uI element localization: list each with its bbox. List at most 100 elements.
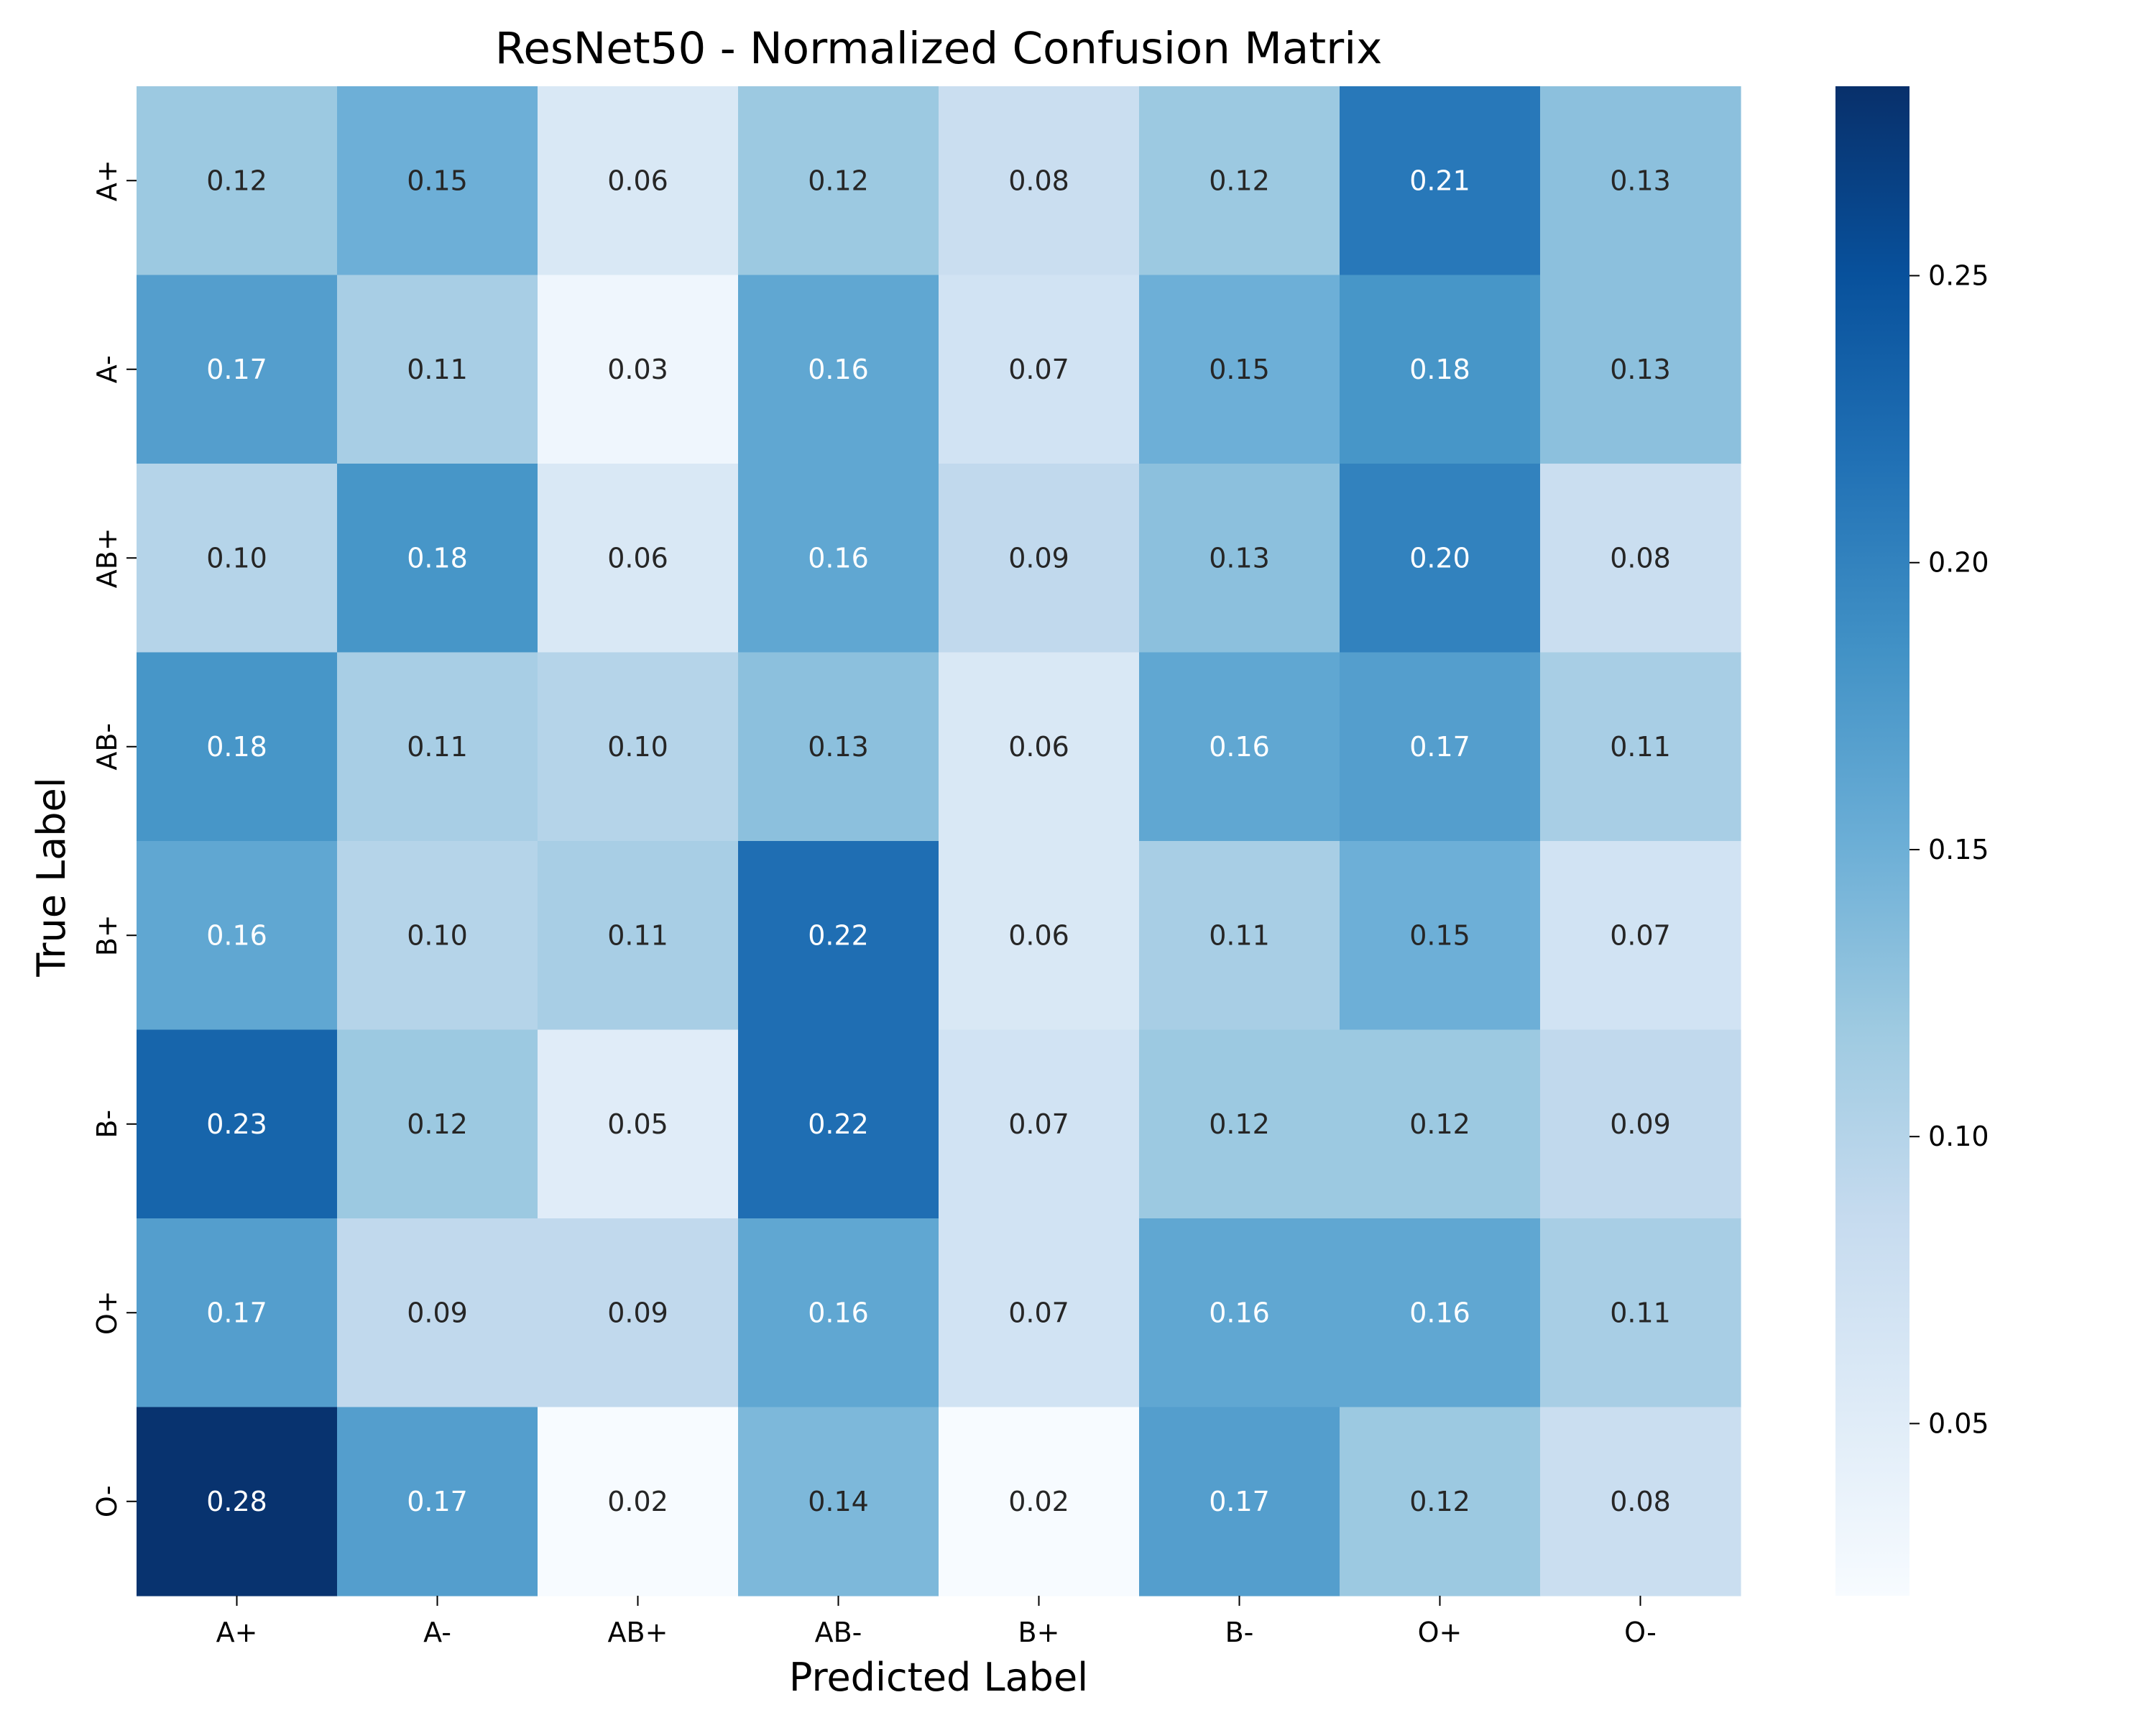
cell-annotation: 0.15 — [1209, 354, 1270, 385]
cell-annotation: 0.18 — [407, 542, 468, 574]
cell-annotation: 0.16 — [808, 542, 869, 574]
colorbar-ticks: 0.05 0.10 0.15 0.20 0.25 — [1909, 259, 1989, 1439]
y-axis-ticks: A+ A- AB+ AB- B+ B- O+ O- — [91, 160, 137, 1517]
cell-annotation: 0.16 — [808, 1297, 869, 1328]
heatmap-cell — [939, 841, 1140, 1031]
cell-annotation: 0.17 — [407, 1486, 468, 1517]
heatmap-cell — [1139, 652, 1340, 842]
heatmap-cell — [738, 841, 939, 1031]
cell-annotation: 0.28 — [206, 1486, 267, 1517]
cell-annotation: 0.02 — [607, 1486, 668, 1517]
heatmap-cell — [1139, 841, 1340, 1031]
heatmap-cell — [738, 1407, 939, 1596]
y-tick-label: AB- — [91, 723, 123, 771]
cell-annotation: 0.06 — [607, 165, 668, 196]
heatmap-cell — [137, 841, 338, 1031]
heatmap-cell — [1340, 1407, 1541, 1596]
heatmap-cell — [1340, 86, 1541, 276]
cell-annotation: 0.13 — [1610, 165, 1671, 196]
heatmap-cell — [1139, 1218, 1340, 1408]
heatmap-cell — [1540, 86, 1741, 276]
cell-annotation: 0.16 — [1409, 1297, 1470, 1328]
x-tick-label: O+ — [1418, 1617, 1462, 1648]
heatmap-cell — [1340, 275, 1541, 464]
cell-annotation: 0.16 — [1209, 731, 1270, 763]
heatmap-cell — [1540, 275, 1741, 464]
heatmap-cell — [1340, 841, 1541, 1031]
heatmap-cell — [738, 86, 939, 276]
cell-annotation: 0.06 — [607, 542, 668, 574]
cell-annotation: 0.17 — [1409, 731, 1470, 763]
y-tick-label: O- — [91, 1485, 123, 1517]
cell-annotation: 0.08 — [1610, 542, 1671, 574]
heatmap-cell — [1540, 652, 1741, 842]
cell-annotations: 0.12 0.15 0.06 0.12 0.08 0.12 0.21 0.13 0.17 0.11… — [206, 165, 1671, 1517]
cell-annotation: 0.11 — [1610, 1297, 1671, 1328]
x-axis-label: Predicted Label — [789, 1655, 1088, 1700]
heatmap-cell — [538, 86, 739, 276]
cell-annotation: 0.11 — [607, 919, 668, 951]
cell-annotation: 0.08 — [1610, 1486, 1671, 1517]
x-tick-label: O- — [1624, 1617, 1657, 1648]
x-tick-label: AB- — [815, 1617, 862, 1648]
heatmap-cell — [1540, 841, 1741, 1031]
heatmap-cell — [538, 275, 739, 464]
heatmap-cell — [137, 464, 338, 653]
colorbar-tick-label: 0.10 — [1928, 1121, 1989, 1152]
cell-annotation: 0.17 — [206, 1297, 267, 1328]
cell-annotation: 0.18 — [206, 731, 267, 763]
heatmap-cell — [738, 464, 939, 653]
heatmap-cell — [939, 275, 1140, 464]
heatmap-cell — [1340, 1218, 1541, 1408]
cell-annotation: 0.21 — [1409, 165, 1470, 196]
heatmap-cell — [1139, 275, 1340, 464]
cell-annotation: 0.12 — [808, 165, 869, 196]
x-tick-label: A- — [423, 1617, 451, 1648]
cell-annotation: 0.13 — [1610, 354, 1671, 385]
colorbar-tick-label: 0.25 — [1928, 259, 1989, 291]
cell-annotation: 0.22 — [808, 919, 869, 951]
heatmap-cell — [1540, 1407, 1741, 1596]
heatmap-cell — [137, 1407, 338, 1596]
cell-annotation: 0.11 — [1209, 919, 1270, 951]
heatmap-cell — [1540, 1218, 1741, 1408]
heatmap-cell — [337, 86, 538, 276]
y-tick-label: A+ — [91, 160, 123, 201]
cell-annotation: 0.11 — [1610, 731, 1671, 763]
heatmap-cell — [738, 652, 939, 842]
cell-annotation: 0.23 — [206, 1108, 267, 1140]
heatmap-cell — [939, 86, 1140, 276]
heatmap-cell — [337, 464, 538, 653]
heatmap-cell — [337, 841, 538, 1031]
cell-annotation: 0.17 — [206, 354, 267, 385]
cell-annotation: 0.07 — [1008, 354, 1069, 385]
colorbar — [1835, 86, 1909, 1596]
heatmap-cell — [137, 652, 338, 842]
x-tick-label: B- — [1225, 1617, 1254, 1648]
y-tick-label: AB+ — [91, 528, 123, 588]
cell-annotation: 0.08 — [1008, 165, 1069, 196]
x-tick-label: B+ — [1018, 1617, 1060, 1648]
y-tick-label: A- — [91, 355, 123, 383]
cell-annotation: 0.05 — [607, 1108, 668, 1140]
heatmap-cell — [939, 1029, 1140, 1219]
colorbar-tick-label: 0.15 — [1928, 834, 1989, 865]
cell-annotation: 0.03 — [607, 354, 668, 385]
heatmap-cell — [1540, 464, 1741, 653]
cell-annotation: 0.09 — [407, 1297, 468, 1328]
cell-annotation: 0.18 — [1409, 354, 1470, 385]
cell-annotation: 0.10 — [607, 731, 668, 763]
heatmap-cell — [538, 1407, 739, 1596]
heatmap-cell — [337, 1029, 538, 1219]
heatmap-cell — [1139, 1407, 1340, 1596]
cell-annotation: 0.15 — [1409, 919, 1470, 951]
cell-annotation: 0.09 — [1008, 542, 1069, 574]
y-tick-label: O+ — [91, 1290, 123, 1335]
cell-annotation: 0.16 — [206, 919, 267, 951]
cell-annotation: 0.13 — [1209, 542, 1270, 574]
heatmap-cell — [1340, 652, 1541, 842]
cell-annotation: 0.12 — [1409, 1486, 1470, 1517]
heatmap-cell — [137, 1218, 338, 1408]
cell-annotation: 0.06 — [1008, 919, 1069, 951]
